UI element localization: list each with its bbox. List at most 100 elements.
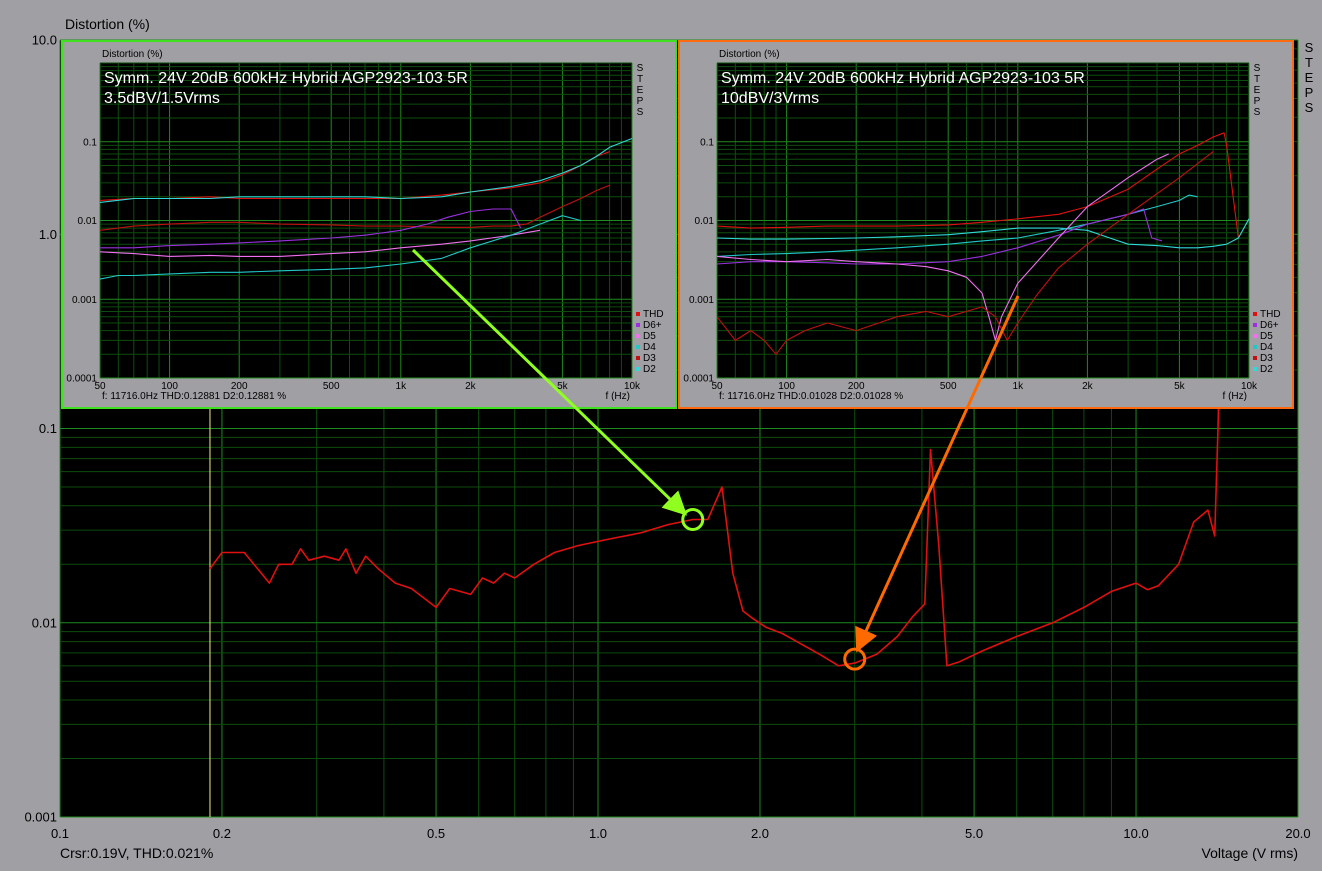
inset-x-tick-label: 200 <box>231 381 248 392</box>
inset-annotation-line: 10dBV/3Vrms <box>721 90 819 107</box>
main-x-tick-label: 0.1 <box>51 826 69 841</box>
inset-grid <box>99 62 633 379</box>
annotation-arrows <box>411 248 1020 671</box>
inset-y-tick-label: 0.001 <box>689 295 714 306</box>
inset-steps-letter: E <box>637 85 644 96</box>
green-arrow <box>411 248 688 516</box>
main-x-tick-label: 0.2 <box>213 826 231 841</box>
main-y-tick-label: 0.01 <box>32 615 57 630</box>
inset-steps-letter: S <box>1254 63 1261 74</box>
main-ticks: 0.1 0.2 0.5 1.0 2.0 5.0 10.0 20.0 0.001 0.01 0.1 1.… <box>24 33 1310 841</box>
inset-y-tick-label: 0.0001 <box>66 374 97 385</box>
orange-arrow <box>855 295 1020 653</box>
inset-steps-letter: T <box>1254 74 1260 85</box>
legend-entry: D6+ <box>1260 320 1279 331</box>
series-d6plus <box>100 208 522 249</box>
inset-ticks: 50 100 200 500 1k 2k 5k 10k 0.0001 0.001 0.01 0.1 <box>66 137 641 392</box>
legend-swatch <box>636 323 640 327</box>
series-d5 <box>716 153 1170 341</box>
inset-steps-letter: S <box>637 63 644 74</box>
inset-ticks: 50 100 200 500 1k 2k 5k 10k 0.0001 0.001 0.01 0.1 <box>683 137 1258 392</box>
steps-label[interactable]: STEPS <box>1304 40 1314 115</box>
legend-entry: D3 <box>643 353 656 364</box>
inset-y-tick-label: 0.01 <box>695 216 715 227</box>
series-d6plus <box>716 208 1163 265</box>
main-x-tick-label: 10.0 <box>1123 826 1148 841</box>
main-x-tick-label: 5.0 <box>965 826 983 841</box>
main-y-tick-label: 0.001 <box>24 810 57 825</box>
inset-chart-3vrms: 50 100 200 500 1k 2k 5k 10k 0.0001 0.001 0.01 0.1 Di… <box>678 40 1294 409</box>
legend-entry: D5 <box>643 331 656 342</box>
legend-swatch <box>1253 367 1257 371</box>
inset-x-tick-label: 10k <box>1241 381 1258 392</box>
legend-entry: THD <box>1260 309 1281 320</box>
inset-x-tick-label: 100 <box>778 381 795 392</box>
legend-swatch <box>1253 323 1257 327</box>
series-d4 <box>99 215 581 280</box>
inset-steps-letter: P <box>637 96 644 107</box>
main-x-tick-label: 0.5 <box>427 826 445 841</box>
legend-entry: D3 <box>1260 353 1273 364</box>
main-x-tick-label: 1.0 <box>589 826 607 841</box>
inset-steps-letter: P <box>1254 96 1261 107</box>
inset-x-tick-label: 500 <box>323 381 340 392</box>
inset-x-tick-label: 1k <box>1013 381 1025 392</box>
inset-x-tick-label: 500 <box>940 381 957 392</box>
legend-entry: D4 <box>1260 342 1273 353</box>
inset-steps-letter: E <box>1254 85 1261 96</box>
inset-x-axis-label: f (Hz) <box>606 391 630 402</box>
legend-swatch <box>1253 334 1257 338</box>
series-d5 <box>99 229 541 257</box>
inset-series <box>716 132 1250 355</box>
inset-x-tick-label: 2k <box>465 381 477 392</box>
thd-line <box>209 292 1222 667</box>
main-y-tick-label: 10.0 <box>32 33 57 48</box>
legend-entry: THD <box>643 309 664 320</box>
legend-swatch <box>636 334 640 338</box>
thd-series <box>209 292 1222 667</box>
main-y-tick-label: 0.1 <box>39 421 57 436</box>
legend-swatch <box>636 356 640 360</box>
inset-x-tick-label: 100 <box>161 381 178 392</box>
series-d3 <box>716 151 1214 355</box>
legend-swatch <box>636 367 640 371</box>
inset-x-tick-label: 200 <box>848 381 865 392</box>
inset-x-tick-label: 5k <box>557 381 569 392</box>
y-axis-label: Distortion (%) <box>65 16 150 32</box>
inset-annotation-line: 3.5dBV/1.5Vrms <box>104 90 220 107</box>
legend-swatch <box>636 345 640 349</box>
series-thd <box>716 132 1239 239</box>
inset-y-tick-label: 0.1 <box>700 137 714 148</box>
inset-y-tick-label: 0.1 <box>83 137 97 148</box>
legend-swatch <box>1253 312 1257 316</box>
inset-y-axis-label: Distortion (%) <box>102 49 163 60</box>
cursor-readout: Crsr:0.19V, THD:0.021% <box>60 845 214 861</box>
legend-entry: D5 <box>1260 331 1273 342</box>
inset-x-tick-label: 2k <box>1082 381 1094 392</box>
inset-x-tick-label: 1k <box>396 381 408 392</box>
green-marker-circle <box>681 508 705 532</box>
inset-y-axis-label: Distortion (%) <box>719 49 780 60</box>
inset-series <box>99 137 633 280</box>
inset-x-tick-label: 10k <box>624 381 641 392</box>
main-tick-labels: 0.1 0.2 0.5 1.0 2.0 5.0 10.0 20.0 0.001 0.01 0.1 1.… <box>24 33 1310 841</box>
inset-steps-letter: T <box>637 74 643 85</box>
x-axis-label: Voltage (V rms) <box>1201 845 1298 861</box>
legend-swatch <box>1253 356 1257 360</box>
series-d4 <box>716 194 1198 257</box>
inset-x-tick-label: 5k <box>1174 381 1186 392</box>
inset-chart-1p5vrms: 50 100 200 500 1k 2k 5k 10k 0.0001 0.001 0.01 0.1 Di… <box>61 40 677 409</box>
inset-steps-letter: S <box>637 107 644 118</box>
series-d3 <box>99 184 610 231</box>
legend-entry: D2 <box>643 364 656 375</box>
inset-grid <box>716 62 1250 379</box>
main-x-tick-label: 2.0 <box>751 826 769 841</box>
inset-readout: f: 11716.0Hz THD:0.12881 D2:0.12881 % <box>102 391 286 402</box>
main-y-tick-label: 1.0 <box>39 227 57 242</box>
series-d2 <box>99 137 633 203</box>
orange-marker-circle <box>843 647 867 671</box>
inset-y-tick-label: 0.0001 <box>683 374 714 385</box>
inset-x-tick-label: 50 <box>94 381 106 392</box>
